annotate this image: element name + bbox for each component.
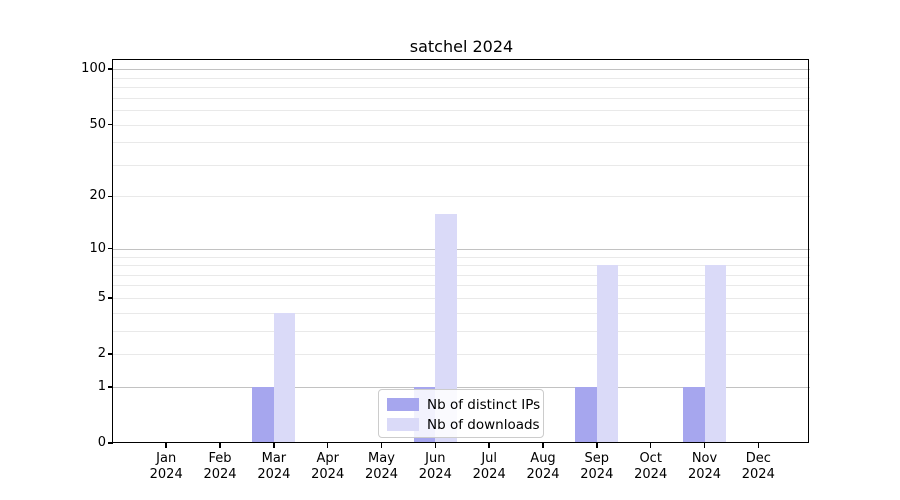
x-tick-label: Oct 2024	[634, 451, 668, 482]
bar-distinct-ips	[683, 386, 705, 443]
y-gridline-minor	[113, 77, 810, 79]
y-gridline-major	[113, 69, 810, 71]
bar-downloads	[704, 265, 726, 443]
bar-distinct-ips	[252, 386, 274, 443]
y-gridline-minor	[113, 142, 810, 144]
legend-swatch-distinct-ips	[387, 398, 419, 411]
y-tick-mark	[108, 123, 113, 126]
y-tick-mark	[108, 297, 113, 299]
y-tick-mark	[108, 386, 113, 388]
y-gridline-minor	[113, 330, 810, 332]
y-tick-label: 2	[97, 346, 106, 361]
y-gridline-minor	[113, 196, 810, 198]
y-tick-label: 20	[89, 188, 106, 204]
y-tick-mark	[108, 247, 113, 250]
y-tick-label: 50	[89, 116, 106, 132]
y-tick-label: 0	[97, 435, 106, 450]
legend-swatch-downloads	[387, 418, 419, 431]
x-tick-mark	[219, 443, 221, 448]
y-tick-mark	[108, 195, 113, 198]
bar-downloads	[435, 213, 457, 443]
y-gridline-minor	[113, 97, 810, 99]
y-gridline-minor	[113, 265, 810, 266]
x-tick-mark	[649, 443, 652, 448]
x-tick-mark	[380, 443, 383, 448]
y-gridline-minor	[113, 87, 810, 88]
x-tick-label: Feb 2024	[203, 451, 237, 482]
x-tick-mark	[326, 443, 329, 448]
y-gridline-minor	[113, 354, 810, 355]
chart-title: satchel 2024	[409, 37, 514, 56]
legend-label-downloads: Nb of downloads	[427, 416, 540, 433]
bar-downloads	[596, 265, 619, 443]
y-gridline-minor	[113, 274, 810, 276]
legend-label-distinct-ips: Nb of distinct IPs	[427, 396, 541, 413]
x-tick-label: Nov 2024	[687, 451, 722, 482]
x-tick-label: Jul 2024	[472, 451, 506, 482]
x-tick-mark	[488, 443, 490, 448]
y-tick-mark	[108, 68, 113, 70]
x-tick-label: Aug 2024	[526, 451, 560, 482]
y-tick-mark	[108, 442, 113, 444]
x-tick-label: Mar 2024	[257, 451, 291, 482]
x-tick-label: Jan 2024	[149, 451, 183, 482]
x-tick-mark	[434, 443, 437, 448]
bar-downloads	[273, 312, 296, 443]
plot-area	[113, 60, 810, 443]
y-tick-label: 10	[89, 240, 106, 256]
y-gridline-minor	[113, 312, 810, 314]
legend-entry-distinct-ips: Nb of distinct IPs	[387, 395, 543, 414]
legend-box: Nb of distinct IPs Nb of downloads	[378, 389, 544, 438]
y-gridline-minor	[113, 164, 810, 166]
y-gridline-major	[113, 386, 810, 388]
x-tick-mark	[703, 443, 706, 448]
x-tick-label: Dec 2024	[741, 451, 775, 482]
x-tick-label: May 2024	[364, 451, 399, 482]
legend-entry-downloads: Nb of downloads	[387, 415, 543, 434]
x-tick-mark	[757, 443, 760, 448]
x-tick-label: Jun 2024	[418, 451, 452, 482]
y-tick-label: 5	[97, 289, 106, 305]
y-gridline-minor	[113, 285, 810, 287]
y-gridline-minor	[113, 124, 810, 126]
y-gridline-minor	[113, 109, 810, 111]
x-tick-label: Apr 2024	[311, 451, 345, 482]
x-tick-mark	[165, 443, 167, 448]
y-gridline-major	[113, 248, 810, 250]
x-tick-label: Sep 2024	[580, 451, 614, 482]
y-tick-label: 100	[81, 61, 106, 77]
y-gridline-minor	[113, 297, 810, 299]
bar-distinct-ips	[575, 386, 597, 443]
y-tick-label: 1	[97, 378, 106, 394]
y-tick-mark	[108, 353, 113, 355]
x-tick-mark	[596, 443, 598, 448]
x-tick-mark	[273, 443, 275, 448]
x-tick-mark	[542, 443, 544, 448]
y-gridline-minor	[113, 256, 810, 258]
